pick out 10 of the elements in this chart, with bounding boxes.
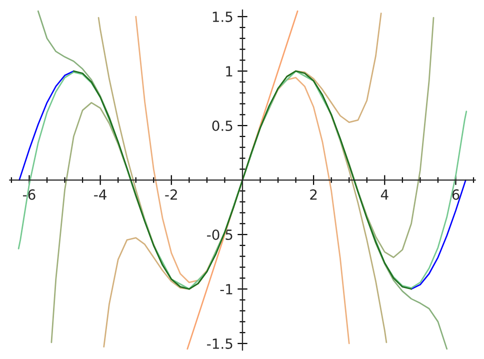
x-tick-label: 6 — [452, 189, 460, 200]
y-tick-label: -1 — [220, 284, 232, 294]
y-tick-label: 1 — [226, 66, 232, 76]
x-tick-label: -2 — [165, 189, 177, 200]
x-tick-label: -4 — [94, 189, 106, 200]
x-tick-label: 2 — [310, 189, 317, 200]
y-tick-label: 0.5 — [212, 120, 232, 132]
y-tick-label: -1.5 — [207, 338, 232, 349]
x-tick-label: 4 — [380, 189, 388, 200]
y-tick-label: 1.5 — [212, 12, 232, 22]
